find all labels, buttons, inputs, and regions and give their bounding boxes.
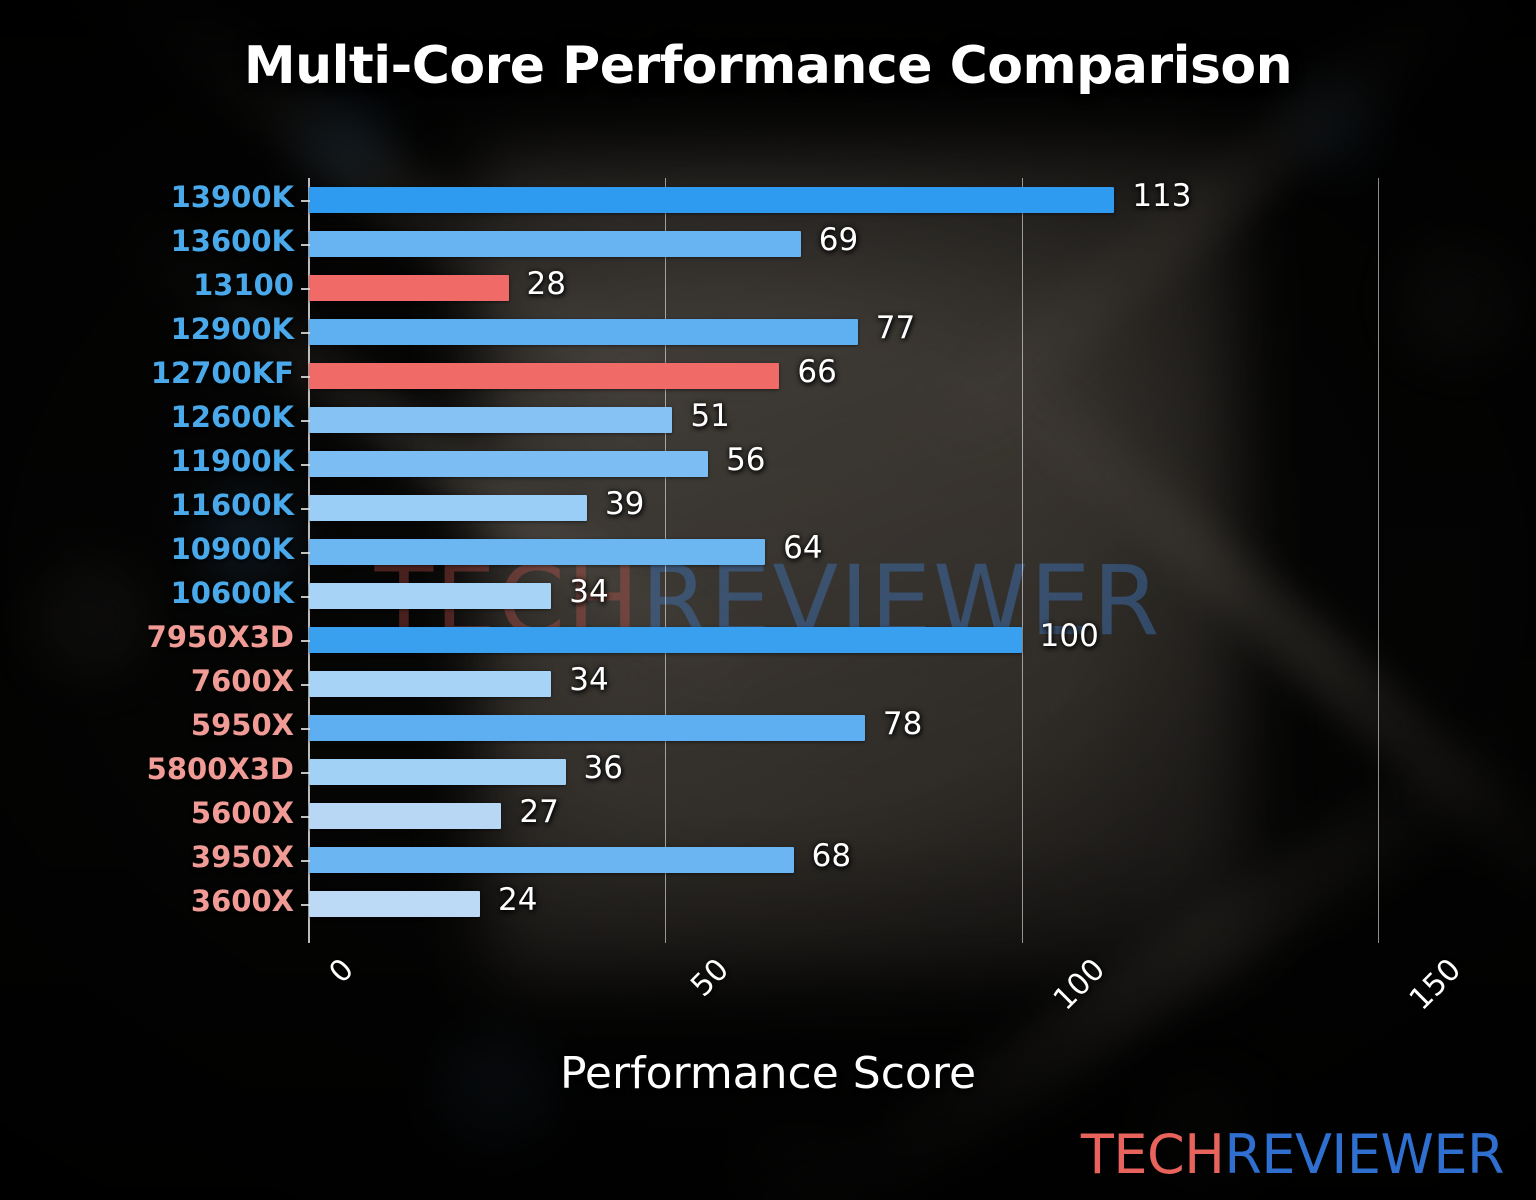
y-axis-label-13900K: 13900K — [170, 180, 294, 214]
bar-value-3600X: 24 — [498, 882, 538, 918]
bar-11900K[interactable] — [309, 451, 709, 477]
y-axis-label-3600X: 3600X — [190, 884, 294, 918]
y-axis-label-11600K: 11600K — [170, 488, 294, 522]
bar-12600K[interactable] — [309, 407, 673, 433]
y-tick-13900K — [301, 200, 310, 202]
bar-value-10600K: 34 — [569, 574, 609, 610]
bar-value-5800X3D: 36 — [583, 750, 623, 786]
y-tick-5800X3D — [301, 772, 310, 774]
logo-reviewer: REVIEWER — [1224, 1123, 1504, 1186]
y-tick-5950X — [301, 728, 310, 730]
y-tick-12700KF — [301, 376, 310, 378]
y-tick-11900K — [301, 464, 310, 466]
bar-value-7950X3D: 100 — [1039, 618, 1099, 654]
y-axis-label-11900K: 11900K — [170, 444, 294, 478]
bar-7950X3D[interactable] — [309, 627, 1022, 653]
gridline-100 — [1021, 178, 1023, 943]
bar-13900K[interactable] — [309, 187, 1115, 213]
logo-tech: TECH — [1080, 1123, 1225, 1186]
y-tick-5600X — [301, 816, 310, 818]
y-tick-3600X — [301, 904, 310, 906]
y-tick-10900K — [301, 552, 310, 554]
bar-3950X[interactable] — [309, 847, 794, 873]
bar-value-13100: 28 — [526, 266, 566, 302]
y-axis-label-3950X: 3950X — [190, 840, 294, 874]
y-axis-label-13100: 13100 — [193, 268, 294, 302]
bar-value-10900K: 64 — [783, 530, 823, 566]
bar-value-3950X: 68 — [811, 838, 852, 874]
bar-value-13600K: 69 — [818, 222, 859, 258]
y-tick-12900K — [301, 332, 310, 334]
bar-value-11600K: 39 — [604, 486, 645, 522]
bar-5950X[interactable] — [309, 715, 865, 741]
y-axis-label-5600X: 5600X — [190, 796, 294, 830]
bar-value-5600X: 27 — [519, 794, 559, 830]
bar-7600X[interactable] — [309, 671, 552, 697]
gridline-150 — [1378, 178, 1379, 943]
y-tick-13100 — [301, 288, 310, 290]
bar-value-7600X: 34 — [569, 662, 609, 698]
bar-value-13900K: 113 — [1132, 178, 1192, 214]
y-axis-label-7950X3D: 7950X3D — [146, 620, 294, 654]
y-axis-label-12600K: 12600K — [170, 400, 294, 434]
y-axis-label-5950X: 5950X — [190, 708, 294, 742]
y-tick-7600X — [301, 684, 310, 686]
brand-logo: TECHREVIEWER — [1080, 1123, 1505, 1186]
bar-value-5950X: 78 — [882, 706, 923, 742]
y-tick-10600K — [301, 596, 310, 598]
y-axis-label-10600K: 10600K — [170, 576, 294, 610]
x-tick-label-150: 150 — [1402, 952, 1469, 1018]
bar-3600X[interactable] — [309, 891, 481, 917]
bar-value-12900K: 77 — [875, 310, 916, 346]
y-axis-label-7600X: 7600X — [190, 664, 294, 698]
bar-5800X3D[interactable] — [309, 759, 566, 785]
chart-title: Multi-Core Performance Comparison — [243, 36, 1293, 96]
y-axis-label-5800X3D: 5800X3D — [146, 752, 294, 786]
x-tick-label-50: 50 — [684, 952, 737, 1004]
x-tick-label-0: 0 — [322, 952, 361, 991]
bar-5600X[interactable] — [309, 803, 502, 829]
bar-value-12600K: 51 — [690, 398, 730, 434]
x-axis-label: Performance Score — [559, 1048, 977, 1099]
y-tick-13600K — [301, 244, 310, 246]
bar-10600K[interactable] — [309, 583, 552, 609]
y-tick-7950X3D — [301, 640, 310, 642]
y-tick-3950X — [301, 860, 310, 862]
y-tick-11600K — [301, 508, 310, 510]
bar-12900K[interactable] — [309, 319, 858, 345]
bar-10900K[interactable] — [309, 539, 766, 565]
bar-13600K[interactable] — [309, 231, 801, 257]
y-axis-label-10900K: 10900K — [170, 532, 294, 566]
bar-value-12700KF: 66 — [797, 354, 837, 390]
y-axis-label-12900K: 12900K — [170, 312, 294, 346]
y-axis-label-12700KF: 12700KF — [150, 356, 294, 390]
y-axis-label-13600K: 13600K — [170, 224, 294, 258]
bar-13100[interactable] — [309, 275, 509, 301]
bar-12700KF[interactable] — [309, 363, 780, 389]
x-tick-label-100: 100 — [1046, 952, 1112, 1018]
bar-11600K[interactable] — [309, 495, 587, 521]
bar-value-11900K: 56 — [726, 442, 766, 478]
y-tick-12600K — [301, 420, 310, 422]
